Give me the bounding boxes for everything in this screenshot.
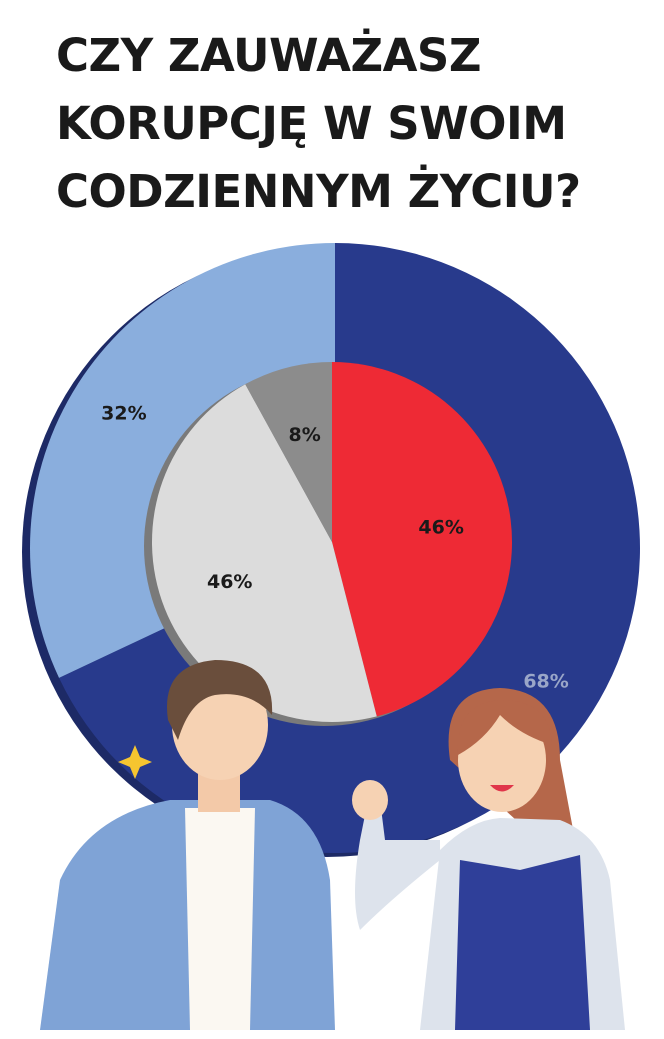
illustration [40,660,625,1030]
woman-mouth [490,785,514,792]
pie-slice [332,362,512,717]
man-hair [166,660,273,740]
man-shirt [185,808,255,1030]
value-label: 46% [207,571,252,593]
chart-title: CZY ZAUWAŻASZ KORUPCJĘ W SWOIM CODZIENNY… [56,29,581,218]
pie-slice [151,384,377,722]
value-label: 32% [101,403,146,425]
woman-arm [355,790,440,930]
sparkle [118,745,152,779]
woman-vest [455,855,590,1030]
woman-hand [352,780,388,820]
value-label: 46% [418,517,463,539]
value-label: 8% [289,424,321,446]
value-label: 68% [523,670,568,692]
woman-fringe [457,700,552,755]
inner-pie: 46% 46% 8% [144,362,512,726]
pie-slice [245,362,332,542]
